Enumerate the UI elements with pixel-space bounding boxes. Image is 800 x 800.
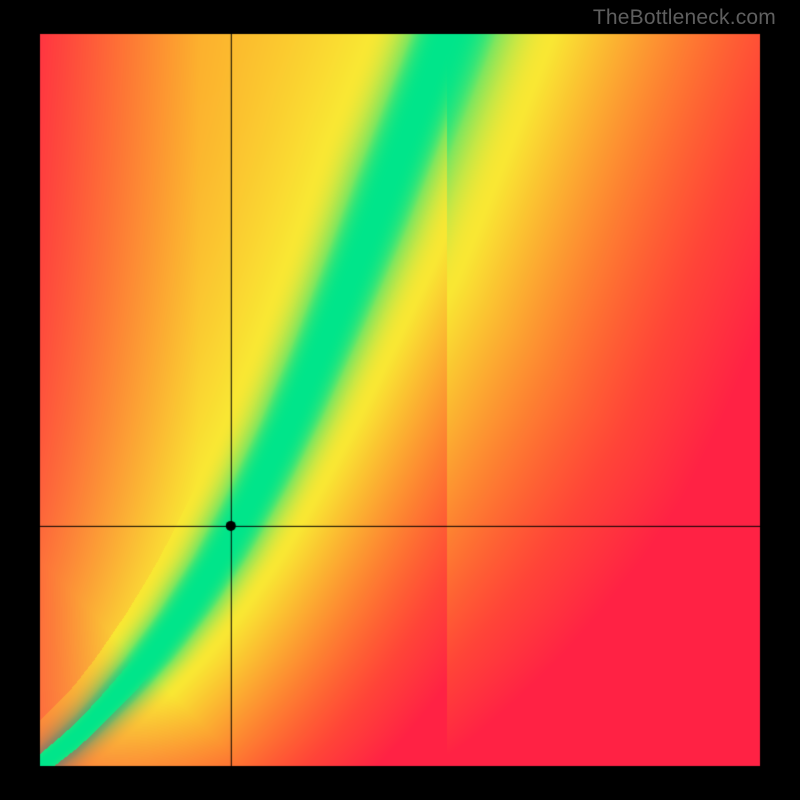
heatmap-canvas: [0, 0, 800, 800]
chart-container: TheBottleneck.com: [0, 0, 800, 800]
watermark-text: TheBottleneck.com: [593, 6, 776, 30]
